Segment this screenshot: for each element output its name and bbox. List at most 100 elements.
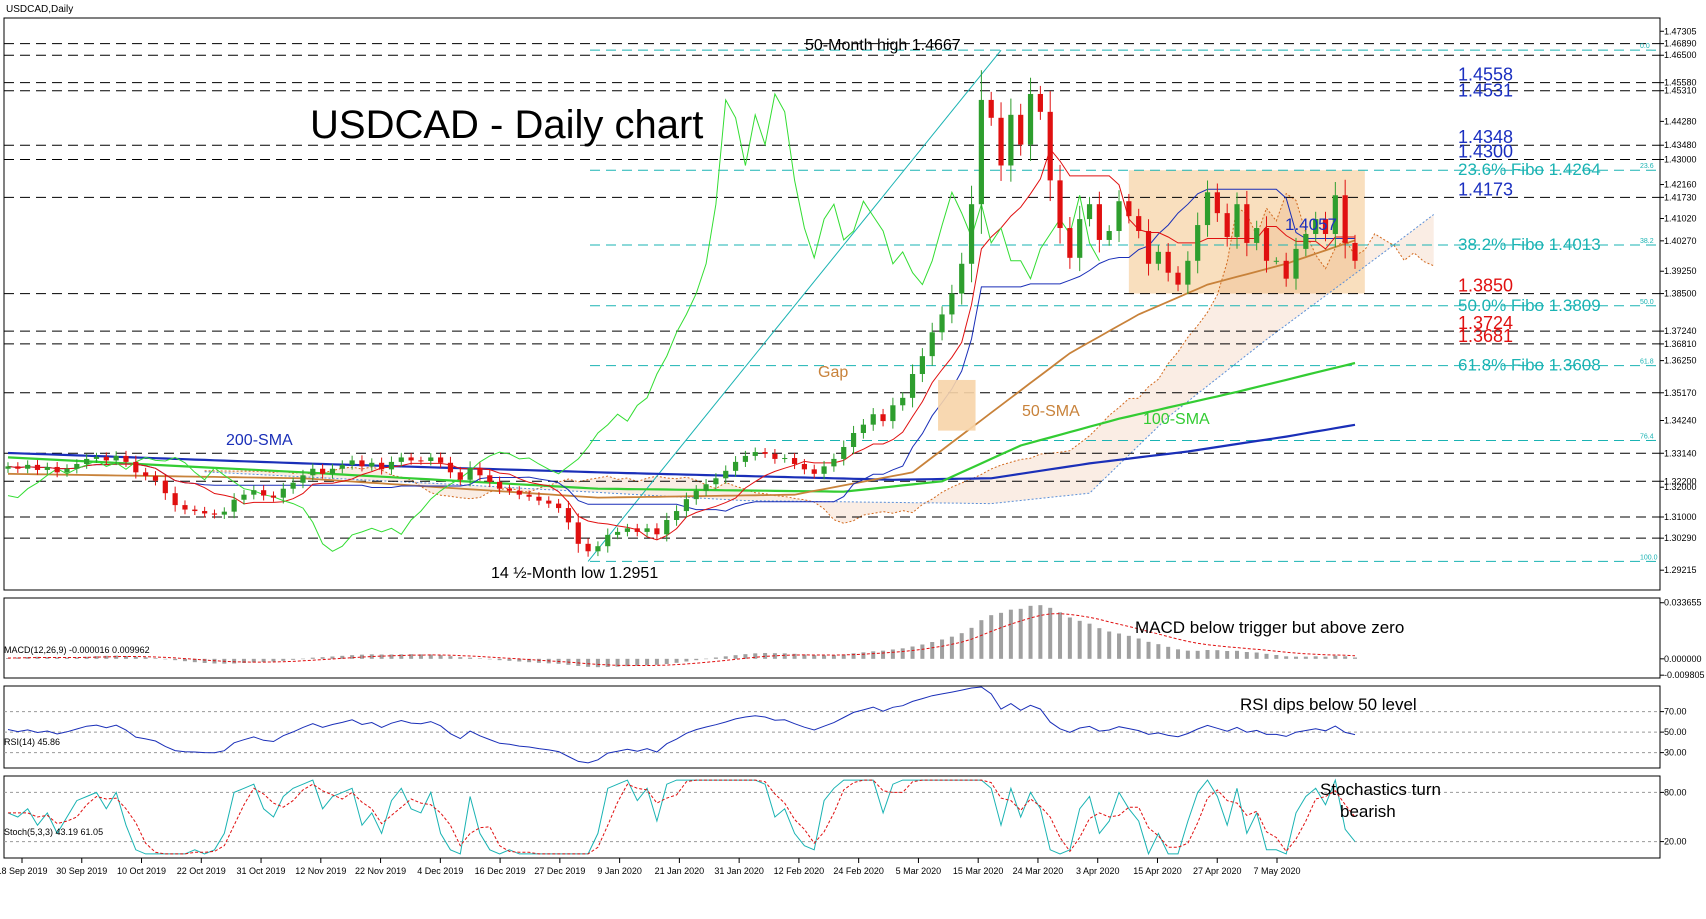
candle-body	[801, 463, 808, 470]
macd-bar	[1294, 656, 1299, 659]
macd-bar	[1254, 652, 1259, 659]
candle-body	[860, 424, 866, 433]
candle-body	[614, 531, 621, 535]
candle-body	[202, 511, 208, 514]
macd-bar	[1235, 650, 1240, 659]
fibo-pct-label: 50.0	[1640, 299, 1654, 306]
macd-bar	[654, 658, 659, 665]
candle-body	[231, 499, 237, 512]
candle-body	[1027, 93, 1034, 145]
price-tick-label: 1.37240	[1664, 326, 1697, 336]
macd-bar	[409, 654, 414, 659]
macd-bar	[1008, 609, 1013, 659]
candle-body	[487, 475, 493, 482]
macd-bar	[1303, 656, 1308, 659]
candle-body	[280, 488, 286, 498]
price-tick-label: 1.40270	[1664, 236, 1697, 246]
macd-bar	[340, 655, 345, 659]
macd-bar	[271, 658, 276, 662]
candle-body	[1273, 260, 1279, 262]
macd-bar	[1107, 631, 1112, 659]
sma-50-annotation: 50-SMA	[1022, 403, 1080, 420]
price-tick-label: 1.33140	[1664, 448, 1697, 458]
candle-body	[133, 461, 139, 473]
candle-body	[693, 490, 699, 500]
candle-body	[25, 464, 31, 469]
date-label: 16 Dec 2019	[475, 866, 526, 876]
candle-body	[418, 460, 424, 462]
macd-bar	[1097, 628, 1102, 659]
candle-body	[880, 414, 886, 422]
date-label: 27 Apr 2020	[1193, 866, 1242, 876]
fibo-pct-label: 76.4	[1640, 433, 1654, 440]
macd-bar	[497, 658, 502, 661]
date-label: 22 Nov 2019	[355, 866, 406, 876]
candle-body	[1077, 219, 1083, 258]
candle-body	[673, 511, 680, 520]
macd-bar	[163, 658, 168, 660]
macd-bar	[861, 652, 866, 659]
price-tick-label: 1.32000	[1664, 482, 1697, 492]
macd-bar	[468, 657, 473, 659]
chart-title: USDCAD - Daily chart	[310, 103, 703, 147]
fibo-trend-line	[587, 49, 1002, 562]
candle-body	[732, 461, 739, 471]
macd-bar	[202, 658, 207, 663]
candle-body	[1313, 219, 1319, 234]
price-tick-label: 1.30290	[1664, 533, 1697, 543]
macd-bar	[1205, 650, 1210, 659]
macd-bar	[310, 657, 315, 659]
macd-bar	[428, 654, 433, 659]
candle-body	[555, 503, 562, 509]
candle-body	[103, 456, 109, 461]
candle-body	[290, 482, 296, 489]
rsi-tick-label: 70.00	[1664, 707, 1687, 717]
fibo-pct-label: 61.8	[1640, 359, 1654, 366]
sma-100-annotation: 100-SMA	[1143, 411, 1210, 428]
candle-body	[408, 457, 414, 461]
candle-body	[664, 519, 670, 535]
candle-body	[211, 513, 218, 515]
macd-bar	[674, 658, 679, 663]
macd-bar	[910, 646, 915, 659]
macd-tick-label: 0.033655	[1664, 598, 1702, 608]
fibo-label: 38.2% Fibo 1.4013	[1458, 235, 1601, 254]
macd-bar	[605, 658, 610, 667]
price-tick-label: 1.39250	[1664, 266, 1697, 276]
macd-bar	[1146, 641, 1151, 659]
date-label: 24 Feb 2020	[833, 866, 884, 876]
rsi-label: RSI(14) 45.86	[4, 737, 60, 747]
candle-body	[811, 469, 817, 474]
range-box-label: 1.4057	[1285, 215, 1337, 234]
candle-body	[1185, 260, 1191, 285]
macd-bar	[359, 654, 364, 659]
candle-body	[447, 462, 454, 473]
candle-body	[772, 453, 778, 459]
macd-bar	[1156, 644, 1161, 659]
candle-body	[1293, 248, 1299, 279]
macd-bar	[694, 658, 699, 661]
price-tick-label: 1.38500	[1664, 289, 1697, 299]
candle-body	[1342, 195, 1348, 243]
candle-body	[1067, 228, 1073, 258]
candle-body	[1047, 111, 1053, 181]
date-label: 30 Sep 2019	[56, 866, 107, 876]
level-label: 1.4300	[1458, 142, 1513, 162]
candle-body	[172, 493, 178, 506]
macd-bar	[1048, 607, 1053, 659]
macd-bar	[930, 642, 935, 659]
candle-body	[1008, 114, 1014, 166]
sma-200-line	[7, 423, 1356, 481]
macd-bar	[1353, 657, 1357, 659]
macd-bar	[586, 658, 591, 667]
candle-body	[15, 466, 21, 469]
price-tick-label: 1.29215	[1664, 565, 1697, 575]
macd-bar	[369, 654, 374, 659]
macd-bar	[704, 658, 709, 660]
level-label: 1.3681	[1458, 326, 1513, 346]
sma-100-line	[7, 361, 1356, 493]
candle-body	[791, 458, 798, 464]
sma-50-line	[7, 239, 1356, 499]
tenkan-sen-line	[7, 148, 1355, 541]
candle-body	[909, 374, 916, 398]
